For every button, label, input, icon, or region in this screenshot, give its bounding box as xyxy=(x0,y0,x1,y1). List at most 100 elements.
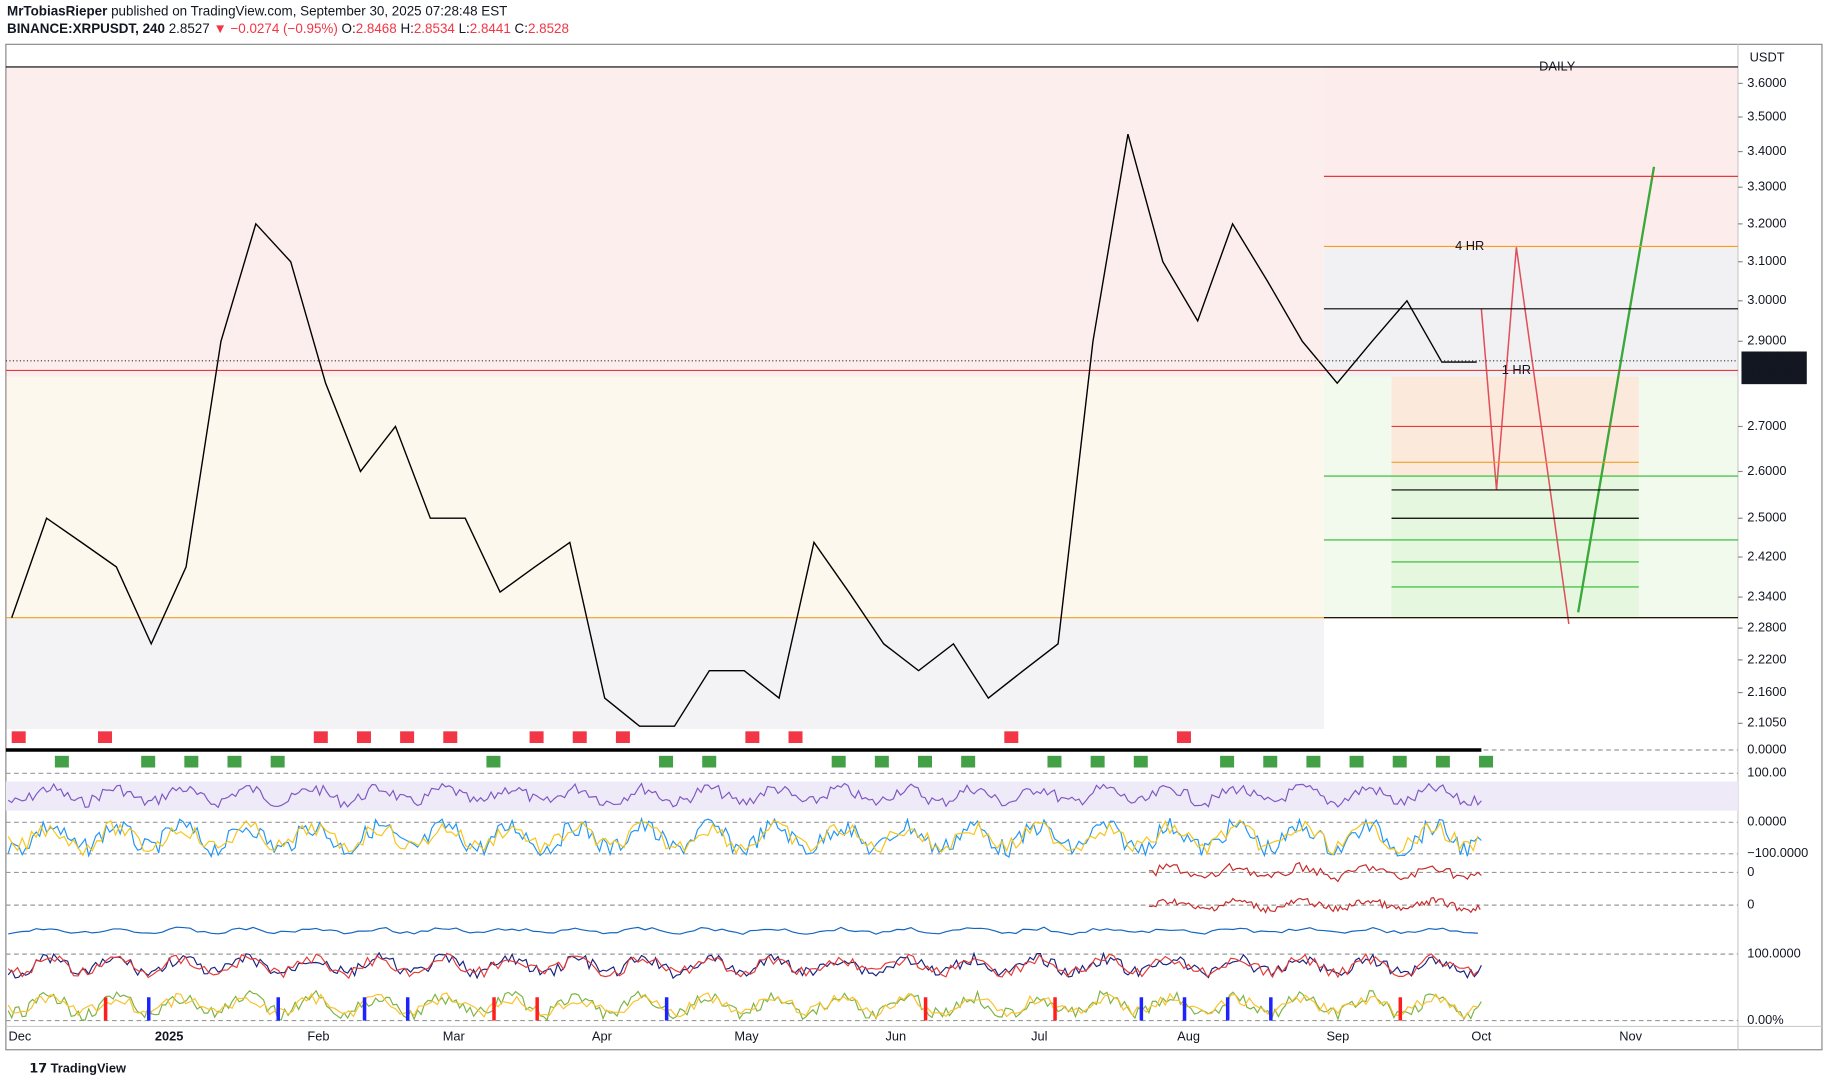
panel-label: 0.00% xyxy=(1747,1012,1783,1027)
last: 2.8527 xyxy=(169,21,210,36)
panel-label: −100.0000 xyxy=(1747,845,1808,860)
x-tick-label: Aug xyxy=(1177,1028,1200,1043)
y-tick-label: 2.7000 xyxy=(1747,418,1786,433)
zone xyxy=(5,376,1324,619)
signal-bar xyxy=(1053,997,1057,1021)
x-tick-label: Jul xyxy=(1031,1028,1047,1043)
sell-marker xyxy=(98,731,113,743)
signal-bar xyxy=(362,997,367,1021)
frame xyxy=(5,43,1823,1051)
buy-marker xyxy=(1479,755,1494,768)
panel-label: 100.0000 xyxy=(1747,946,1801,961)
x-tick-label: Dec xyxy=(8,1028,31,1043)
open: 2.8468 xyxy=(356,21,397,36)
dmi-line xyxy=(7,951,1482,980)
signal-bar xyxy=(147,997,151,1021)
panel-label: 0 xyxy=(1747,897,1754,912)
sell-marker xyxy=(443,731,458,743)
buy-marker xyxy=(917,755,932,768)
x-tick-label: Jun xyxy=(885,1028,906,1043)
buy-marker xyxy=(141,755,156,768)
osc-line xyxy=(7,819,1479,857)
annotation: 4 HR xyxy=(1455,238,1484,253)
sell-marker xyxy=(1004,731,1019,743)
logo: 𝟭𝟳 xyxy=(29,1061,50,1076)
signal-bar xyxy=(405,997,410,1021)
sell-marker xyxy=(788,731,803,743)
brand: 𝟭𝟳 TradingView xyxy=(29,1061,126,1076)
buy-marker xyxy=(659,755,674,768)
y-tick-label: 2.6000 xyxy=(1747,463,1786,478)
brand-text: TradingView xyxy=(51,1061,126,1076)
flow-line xyxy=(1148,896,1481,914)
zone xyxy=(5,66,1324,377)
sell-marker xyxy=(572,731,587,743)
stoch-line xyxy=(7,989,1482,1022)
sell-marker xyxy=(1176,731,1191,743)
high: 2.8534 xyxy=(414,21,456,36)
panel-label: 100.00 xyxy=(1747,765,1786,780)
sell-marker xyxy=(615,731,630,743)
buy-marker xyxy=(831,755,846,768)
y-tick-label: 3.1000 xyxy=(1747,253,1786,268)
price-tag-countdown: 03:31:15 xyxy=(1747,366,1797,381)
x-tick-label: Nov xyxy=(1619,1028,1642,1043)
price-line xyxy=(11,133,1477,727)
buy-marker xyxy=(1306,755,1321,768)
c-label: C: xyxy=(515,21,528,36)
x-tick-label: Mar xyxy=(443,1028,466,1043)
sell-marker xyxy=(313,731,328,743)
dmi-line xyxy=(7,952,1479,980)
y-tick-label: 3.5000 xyxy=(1747,108,1786,123)
zone xyxy=(1391,475,1639,619)
y-tick-label: 2.4200 xyxy=(1747,548,1786,563)
currency-label: USDT xyxy=(1750,50,1785,65)
buy-marker xyxy=(270,755,285,768)
symbol-line: BINANCE:XRPUSDT, 240 2.8527 ▼ −0.0274 (−… xyxy=(7,21,569,36)
signal-bar xyxy=(1225,997,1230,1021)
annotation: 1 HR xyxy=(1502,362,1531,377)
signal-bar xyxy=(664,997,669,1021)
h-label: H: xyxy=(400,21,413,36)
x-tick-label: Feb xyxy=(307,1028,329,1043)
zone xyxy=(1323,248,1738,377)
sell-marker xyxy=(356,731,371,743)
symbol: BINANCE:XRPUSDT, 240 xyxy=(7,21,165,36)
x-tick-label: Sep xyxy=(1326,1028,1349,1043)
l-label: L: xyxy=(459,21,470,36)
annotation: DAILY xyxy=(1539,58,1576,73)
signal-bar xyxy=(1182,997,1187,1021)
trend-line xyxy=(8,926,1478,936)
y-tick-label: 3.3000 xyxy=(1747,179,1786,194)
y-tick-label: 2.1050 xyxy=(1747,715,1786,730)
panel-label: 0.0000 xyxy=(1747,741,1786,756)
signal-bar xyxy=(535,997,539,1021)
y-tick-label: 3.0000 xyxy=(1747,292,1786,307)
price-tag xyxy=(1741,351,1807,385)
panel-label: 0.0000 xyxy=(1747,814,1786,829)
buy-marker xyxy=(1392,755,1407,768)
y-tick-label: 3.6000 xyxy=(1747,75,1786,90)
x-tick-label: 2025 xyxy=(155,1028,184,1043)
osc-line xyxy=(7,816,1482,859)
signal-bar xyxy=(492,997,496,1021)
signal-bar xyxy=(1398,997,1403,1021)
projection-green xyxy=(1577,166,1656,613)
backgrounds xyxy=(5,66,1738,729)
published: published on TradingView.com, September … xyxy=(111,3,507,18)
author: MrTobiasRieper xyxy=(7,3,108,18)
sell-marker xyxy=(745,731,760,743)
buy-marker xyxy=(1349,755,1364,768)
x-tick-label: May xyxy=(734,1028,759,1043)
arrow: ▼ xyxy=(213,21,226,36)
price-tag-value: 2.8528 xyxy=(1747,351,1786,366)
sell-marker xyxy=(400,731,415,743)
y-tick-label: 2.2200 xyxy=(1747,651,1786,666)
panel-label: 0 xyxy=(1747,864,1754,879)
y-tick-label: 2.3400 xyxy=(1747,589,1786,604)
header-line: MrTobiasRieper published on TradingView.… xyxy=(7,3,507,18)
buy-marker xyxy=(1133,755,1148,768)
